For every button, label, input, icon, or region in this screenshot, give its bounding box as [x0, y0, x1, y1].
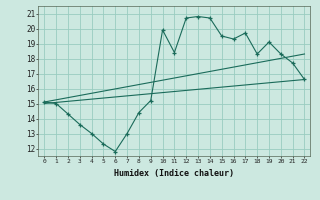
X-axis label: Humidex (Indice chaleur): Humidex (Indice chaleur)	[115, 169, 234, 178]
